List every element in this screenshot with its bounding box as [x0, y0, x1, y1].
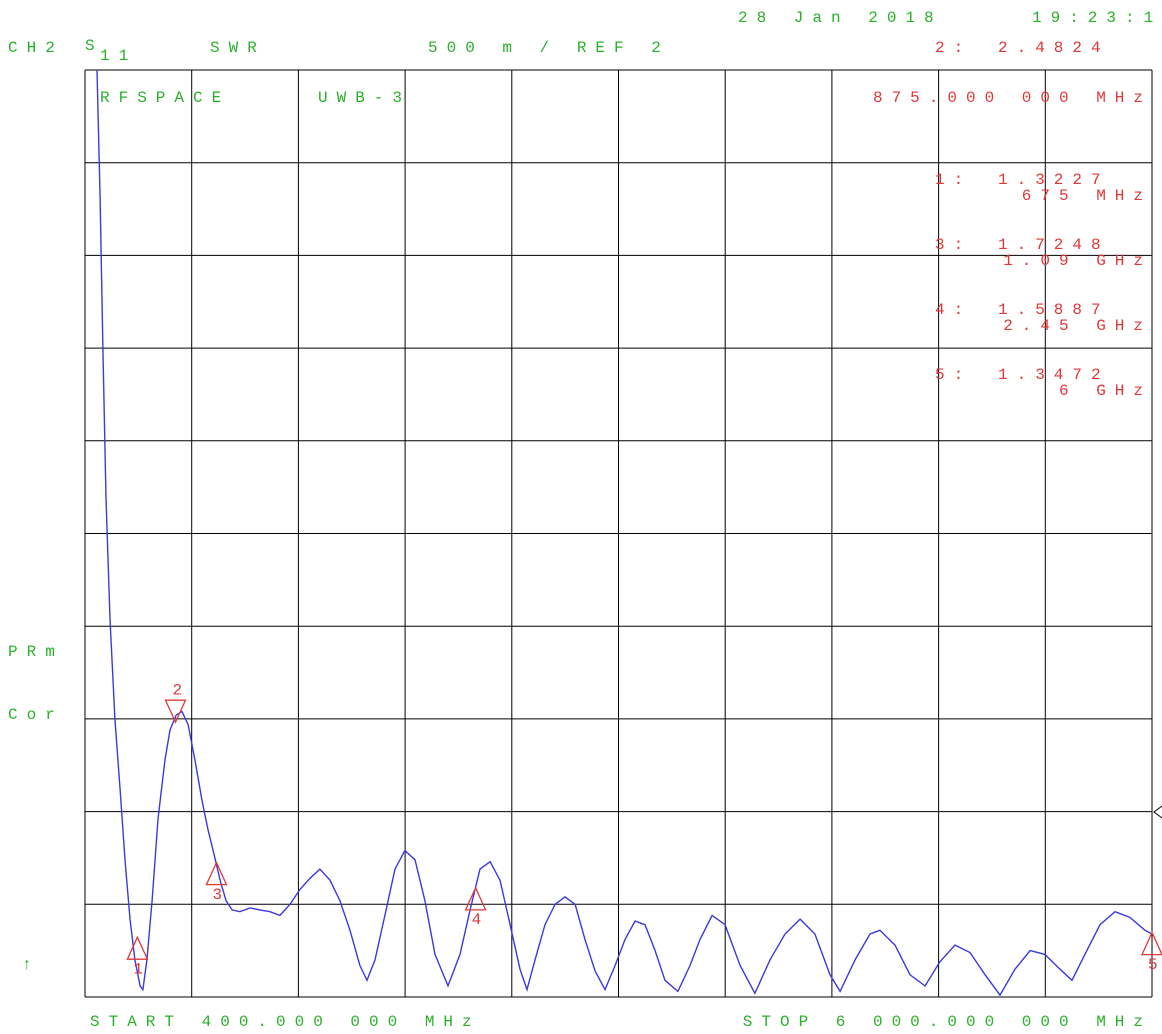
- plot-area: 1 2 3 4 5: [84, 69, 1162, 998]
- marker-label: 2: [173, 681, 192, 699]
- marker-readout-name: 5:: [935, 366, 972, 384]
- marker-label: 3: [212, 886, 231, 904]
- chart-subtitle: UWB-3: [318, 89, 411, 107]
- marker-readout-name: 3:: [935, 236, 972, 254]
- marker-label: 1: [133, 960, 152, 978]
- marker-triangle: [1140, 931, 1162, 956]
- marker-readout-name: 1:: [935, 171, 972, 189]
- marker-label: 5: [1148, 956, 1162, 974]
- marker-readout-value: 1.3227: [998, 171, 1110, 189]
- channel: CH2: [8, 39, 64, 57]
- marker-readout-value: 1.7248: [998, 236, 1110, 254]
- parameter-sub: 11: [100, 47, 137, 65]
- reference-pointer: [1153, 805, 1162, 819]
- marker-readout-freq: 1.09 GHz: [1003, 252, 1152, 270]
- annotation: Cor: [8, 706, 64, 724]
- annotation: PRm: [8, 643, 64, 661]
- marker-readout-name: 2:: [935, 39, 972, 57]
- date: 28 Jan 2018: [738, 9, 943, 27]
- marker-triangle: [164, 699, 187, 724]
- marker-readout-value: 2.4824: [998, 39, 1110, 57]
- scale-label: 500 m / REF 2: [428, 39, 670, 57]
- marker-label: 4: [472, 911, 491, 929]
- marker-readout-freq: 6 GHz: [1059, 382, 1152, 400]
- trace: [96, 69, 1153, 997]
- marker-triangle: [205, 861, 228, 886]
- marker-triangle: [126, 935, 149, 960]
- marker-readout-name: 4:: [935, 301, 972, 319]
- chart-title: RFSPACE: [100, 89, 230, 107]
- marker-readout-freq: 675 MHz: [1022, 187, 1152, 205]
- marker-readout-value: 1.5887: [998, 301, 1110, 319]
- start-label: START 400.000 000 MHz: [90, 1013, 481, 1031]
- format: SWR: [210, 39, 266, 57]
- marker-triangle: [464, 886, 487, 911]
- annotation: ↑: [22, 956, 41, 974]
- stop-label: STOP 6 000.000 000 MHz: [743, 1013, 1152, 1031]
- parameter: S: [85, 37, 104, 55]
- marker-readout-freq: 2.45 GHz: [1003, 317, 1152, 335]
- time: 19:23:12: [1032, 9, 1162, 27]
- marker-readout-value: 1.3472: [998, 366, 1110, 384]
- marker-readout-freq: 875.000 000 MHz: [873, 89, 1152, 107]
